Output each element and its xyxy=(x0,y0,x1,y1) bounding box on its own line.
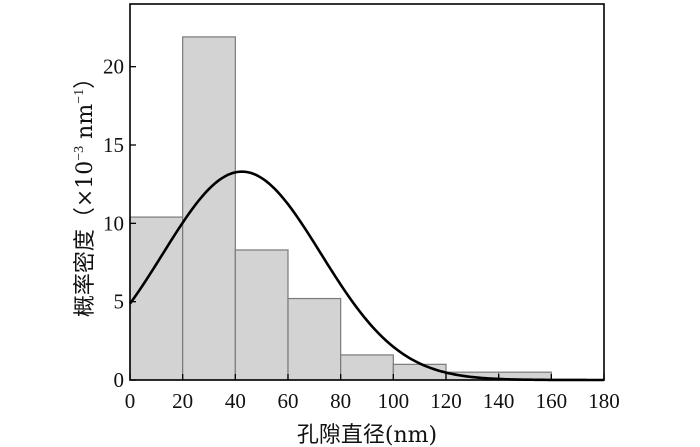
histogram-bar-3 xyxy=(287,297,342,381)
x-tick-label: 140 xyxy=(483,389,515,413)
x-tick-label: 80 xyxy=(330,389,351,413)
y-axis-label: 概率密度（×10−3 nm−1） xyxy=(72,67,98,317)
x-tick-label: 60 xyxy=(278,389,299,413)
histogram-bar-5 xyxy=(392,363,447,381)
x-tick-label: 100 xyxy=(378,389,410,413)
y-tick-label: 10 xyxy=(103,211,124,235)
x-tick-label: 40 xyxy=(225,389,246,413)
histogram-bar-1 xyxy=(182,36,236,381)
y-tick-label: 5 xyxy=(114,290,125,314)
y-tick-label: 15 xyxy=(103,133,124,157)
y-axis-label-main: 概率密度（×10 xyxy=(73,161,98,317)
x-tick-label: 180 xyxy=(588,389,620,413)
y-axis-label-end: ） xyxy=(73,67,98,89)
y-axis-label-unit: nm xyxy=(73,104,98,146)
histogram-bar-2 xyxy=(234,249,289,381)
histogram-bars xyxy=(129,36,552,381)
x-tick-label: 0 xyxy=(125,389,136,413)
x-axis-label: 孔隙直径(nm) xyxy=(297,423,437,447)
histogram-bar-4 xyxy=(340,354,394,381)
y-axis-ticks: 0 5 10 15 20 xyxy=(103,55,136,392)
y-axis-label-exponent-1: −3 xyxy=(72,146,87,161)
histogram-bar-0 xyxy=(129,216,184,381)
x-tick-label: 120 xyxy=(430,389,462,413)
x-tick-label: 20 xyxy=(172,389,193,413)
y-axis-label-exponent-2: −1 xyxy=(72,89,87,104)
x-tick-label: 160 xyxy=(536,389,568,413)
y-tick-label: 0 xyxy=(114,368,125,392)
y-tick-label: 20 xyxy=(103,55,124,79)
plot-frame xyxy=(129,3,605,381)
x-axis-ticks: 0 20 40 60 80 100 120 140 160 180 xyxy=(125,374,620,413)
